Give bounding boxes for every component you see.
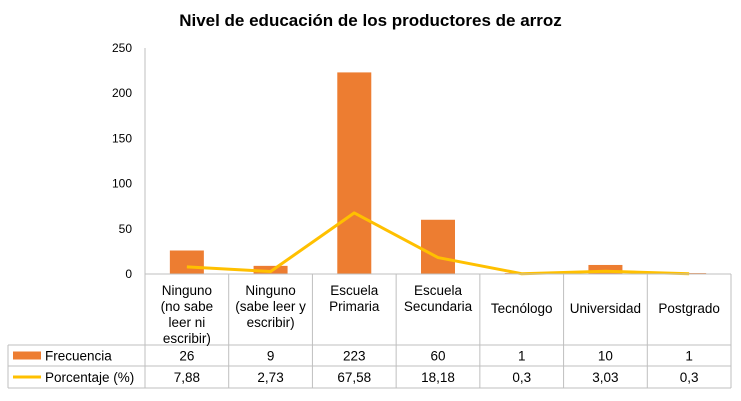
y-tick-label: 100 [112, 177, 132, 191]
chart-title: Nivel de educación de los productores de… [179, 11, 562, 30]
category-label: Universidad [570, 301, 641, 316]
y-tick-label: 250 [112, 41, 132, 55]
category-label: Primaria [329, 299, 380, 314]
category-label: (sabe leer y [235, 299, 306, 314]
data-label: 7,88 [174, 370, 200, 385]
data-label: 223 [343, 349, 366, 364]
category-label: escribir) [247, 315, 295, 330]
category-label: leer ni [168, 315, 205, 330]
category-label: Escuela [330, 283, 379, 298]
bar [337, 72, 372, 275]
category-label: Secundaria [404, 299, 473, 314]
bar [169, 250, 204, 274]
legend-label: Porcentaje (%) [45, 370, 134, 385]
bar [421, 219, 455, 274]
category-label: Escuela [414, 283, 463, 298]
data-label: 1 [518, 349, 526, 364]
category-label: Ninguno [162, 283, 212, 298]
category-label: (no sabe [161, 299, 214, 314]
legend-label: Frecuencia [45, 349, 112, 364]
y-tick-label: 200 [112, 86, 132, 100]
data-label: 60 [430, 349, 445, 364]
data-label: 67,58 [337, 370, 371, 385]
y-tick-label: 150 [112, 131, 132, 145]
bar [588, 264, 623, 274]
series-line [186, 211, 690, 276]
data-label: 10 [598, 349, 613, 364]
data-label: 9 [267, 349, 275, 364]
category-label: Tecnólogo [491, 301, 553, 316]
data-label: 3,03 [592, 370, 618, 385]
category-label: escribir) [163, 331, 211, 346]
category-label: Ninguno [245, 283, 295, 298]
data-label: 0,3 [680, 370, 699, 385]
y-tick-label: 0 [125, 267, 132, 281]
category-label: Postgrado [658, 301, 720, 316]
data-label: 2,73 [257, 370, 283, 385]
legend-key-frecuencia [13, 351, 41, 360]
data-label: 26 [179, 349, 194, 364]
data-label: 0,3 [512, 370, 531, 385]
data-label: 18,18 [421, 370, 455, 385]
y-tick-label: 50 [119, 222, 133, 236]
data-label: 1 [685, 349, 693, 364]
